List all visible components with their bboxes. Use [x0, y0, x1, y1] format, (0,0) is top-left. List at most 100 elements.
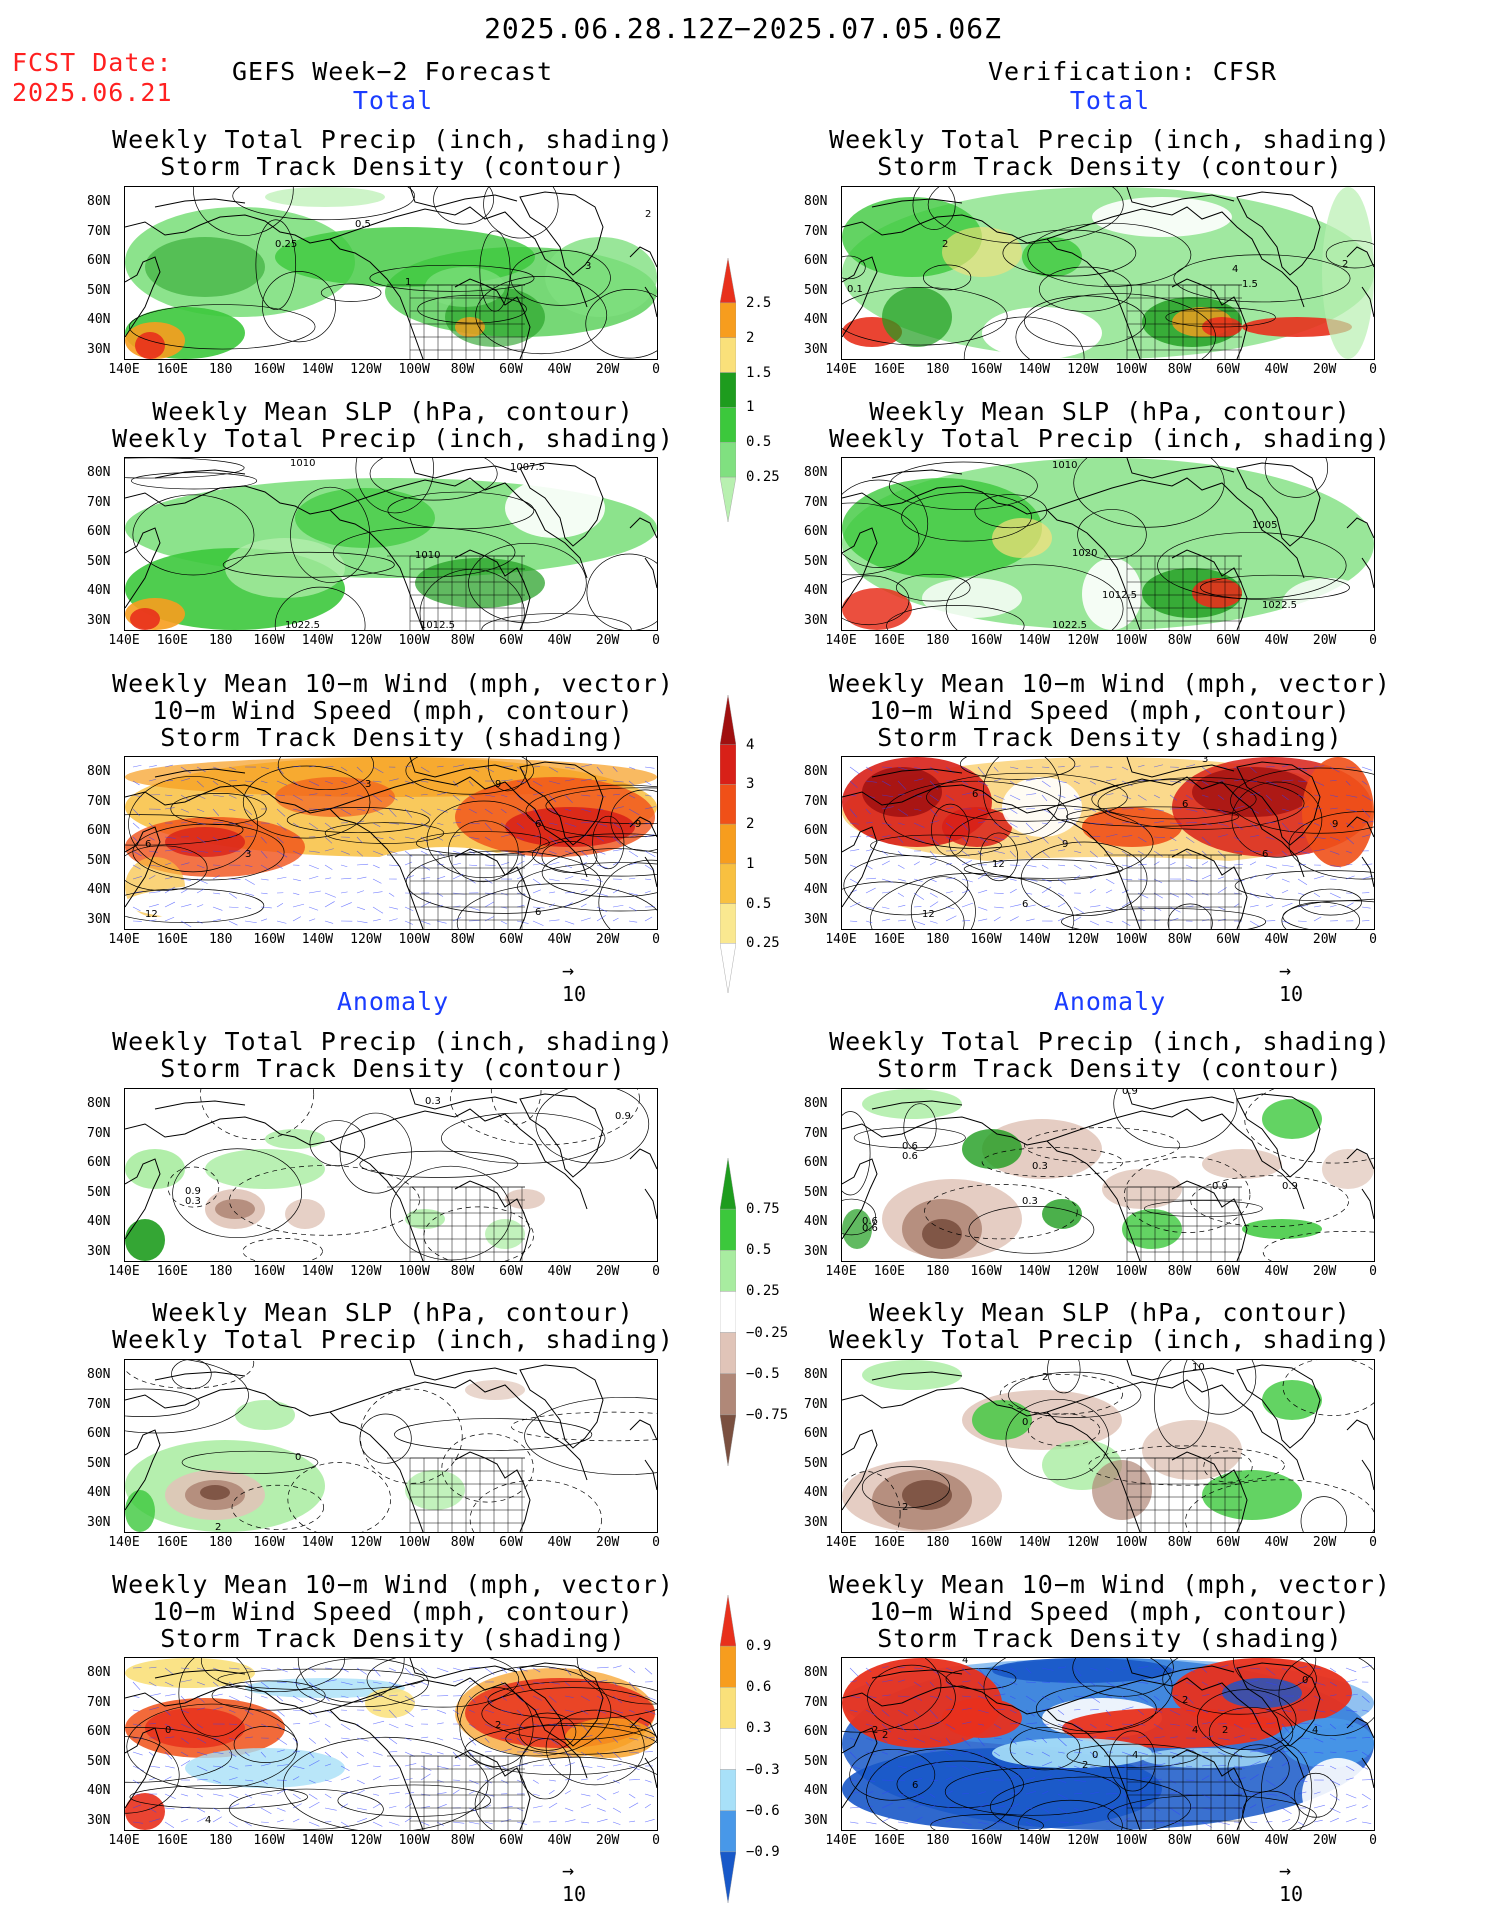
- wind-vector: [913, 1667, 923, 1669]
- shading-region: [145, 237, 265, 297]
- contour-line: [287, 1462, 391, 1532]
- wind-vector: [1121, 835, 1133, 838]
- wind-vector: [580, 808, 591, 813]
- wind-vector: [1249, 1804, 1257, 1809]
- lon-tick-label: 60W: [499, 932, 523, 947]
- wind-vector: [484, 808, 493, 815]
- coastline: [454, 1451, 531, 1532]
- map-panel-anom-precip-forecast: 0.3 0.9 0.9 0.3: [124, 1088, 658, 1262]
- wind-vector: [580, 1667, 591, 1673]
- wind-vector: [977, 1723, 985, 1726]
- wind-vector: [993, 1765, 1005, 1768]
- contour-line: [1200, 574, 1350, 601]
- lat-tick-label: 40N: [804, 882, 828, 897]
- contour-line: [125, 888, 265, 923]
- wind-vector: [881, 1666, 889, 1669]
- wind-vector: [913, 766, 922, 770]
- wind-vector: [913, 1709, 920, 1716]
- wind-vector: [1153, 1667, 1163, 1671]
- wind-vector: [180, 878, 192, 881]
- wind-vector: [484, 794, 495, 797]
- contour-line: [262, 271, 336, 343]
- right-total-label: Total: [1069, 86, 1151, 115]
- wind-vector: [1041, 1695, 1050, 1701]
- coastline: [1046, 1677, 1305, 1779]
- wind-vector: [628, 1681, 637, 1691]
- wind-vector: [404, 1709, 415, 1718]
- wind-vector: [612, 1751, 622, 1761]
- wind-vector: [1169, 1723, 1180, 1726]
- wind-vector: [196, 1681, 205, 1686]
- wind-vector: [324, 836, 333, 844]
- shading-region: [295, 488, 435, 548]
- wind-vector: [897, 1723, 907, 1733]
- colorbar-segment: [720, 863, 736, 904]
- wind-vector: [212, 1751, 224, 1754]
- shading-region: [185, 1748, 345, 1788]
- shading-region: [215, 1199, 255, 1219]
- coastline: [1126, 1658, 1235, 1679]
- coastline: [1046, 206, 1305, 308]
- wind-vector: [1041, 1807, 1050, 1813]
- contour-line: [233, 1726, 298, 1763]
- wind-vector: [897, 892, 905, 897]
- coastline: [454, 549, 531, 630]
- wind-vector: [644, 916, 653, 922]
- wind-vector: [644, 1709, 657, 1715]
- wind-vector: [897, 793, 905, 796]
- wind-vector: [945, 891, 953, 894]
- wind-vector: [1089, 1820, 1097, 1823]
- wind-vector: [532, 1793, 540, 1796]
- wind-vector: [945, 806, 954, 810]
- wind-vector: [1025, 1765, 1037, 1773]
- wind-vector: [1329, 1723, 1337, 1730]
- coastline: [329, 1677, 588, 1779]
- wind-vector: [897, 1679, 906, 1683]
- wind-vector: [849, 835, 862, 838]
- contour-line: [865, 1748, 1015, 1830]
- wind-vector: [564, 794, 573, 804]
- wind-vector: [1073, 906, 1085, 914]
- colorbar-label: 0.25: [746, 1283, 780, 1300]
- wind-vector: [164, 1765, 175, 1769]
- wind-vector: [132, 822, 140, 829]
- contour-label: 9: [1062, 839, 1068, 850]
- wind-vector: [132, 1695, 140, 1698]
- lon-tick-label: 20W: [1312, 633, 1337, 648]
- colorbar-label: 0.75: [746, 1201, 780, 1218]
- wind-vector: [180, 889, 188, 894]
- wind-vector: [452, 862, 461, 866]
- wind-vector: [1073, 1667, 1082, 1677]
- lon-tick-label: 140E: [108, 1535, 140, 1550]
- wind-vector: [1313, 875, 1324, 880]
- lon-tick-label: 80W: [450, 1264, 475, 1279]
- shading-region: [345, 847, 545, 929]
- wind-vector: [865, 877, 877, 880]
- wind-vector: [484, 1695, 493, 1705]
- wind-vector: [564, 1751, 572, 1758]
- wind-vector: [929, 836, 940, 845]
- contour-line: [1039, 266, 1132, 312]
- wind-vector: [516, 1667, 528, 1672]
- lon-tick-label: 0: [652, 1264, 660, 1279]
- coastline: [842, 1387, 1048, 1417]
- wind-vector: [1361, 920, 1370, 922]
- wind-vector: [148, 765, 157, 768]
- wind-vector: [1361, 808, 1371, 818]
- wind-vector: [1217, 850, 1226, 859]
- wind-vector: [340, 1695, 349, 1698]
- wind-vector: [372, 850, 384, 856]
- wind-vector: [1249, 920, 1260, 927]
- wind-vector: [1217, 822, 1229, 827]
- wind-vector: [564, 779, 575, 782]
- contour-label: 1012.5: [1102, 590, 1137, 601]
- wind-vector: [1089, 1667, 1098, 1671]
- wind-vector: [1281, 1723, 1290, 1734]
- colorbar-segment: [720, 1250, 736, 1292]
- wind-vector: [132, 850, 142, 857]
- wind-vector: [1281, 1681, 1289, 1688]
- wind-vector: [420, 808, 432, 816]
- lon-tick-label: 140E: [825, 1264, 857, 1279]
- contour-line: [1203, 1450, 1253, 1483]
- lat-tick-label: 60N: [87, 823, 111, 838]
